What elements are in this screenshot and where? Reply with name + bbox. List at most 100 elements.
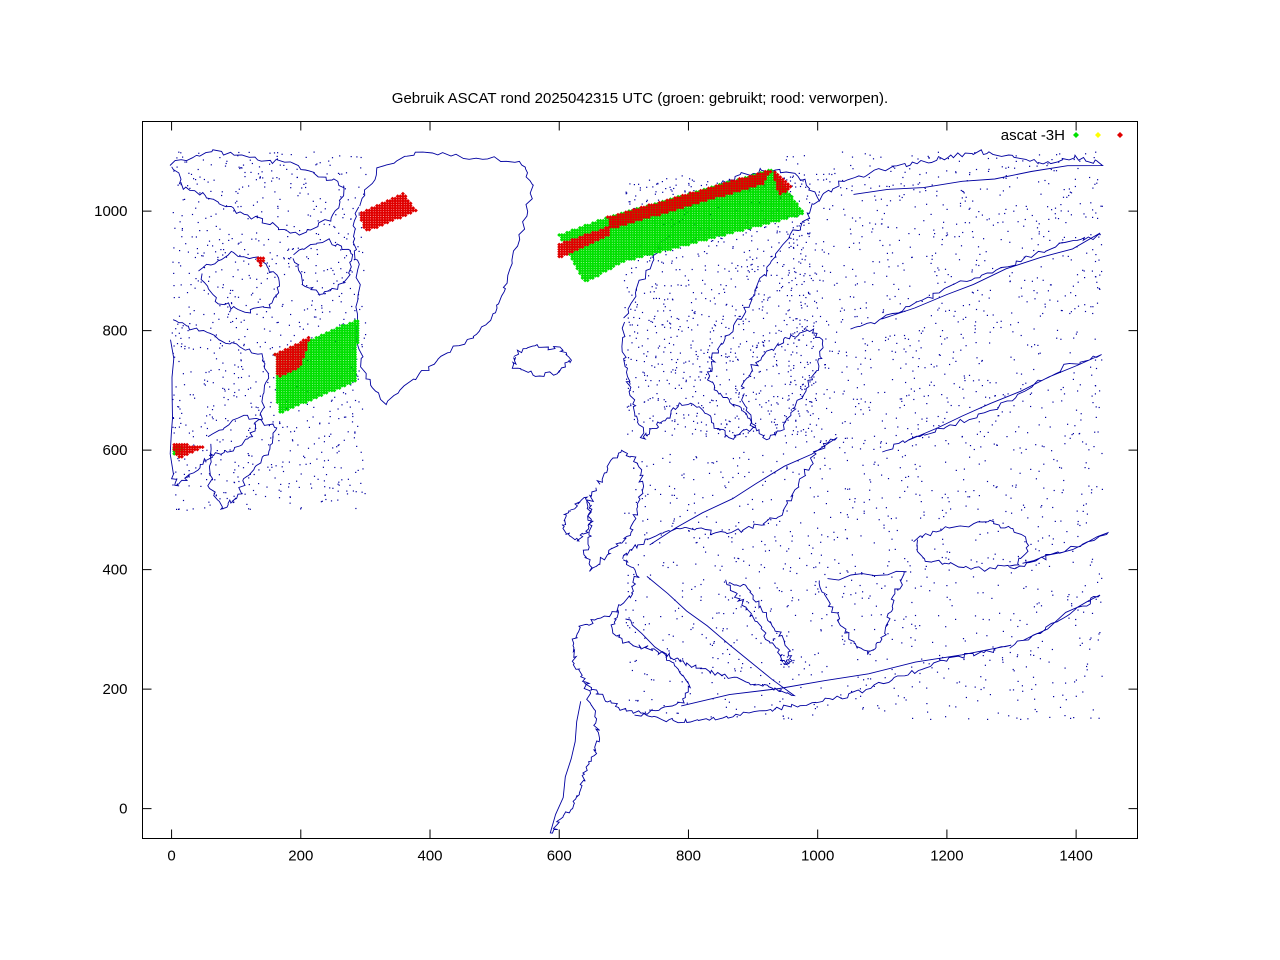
obs-point-used	[350, 362, 355, 367]
water-dot	[793, 267, 795, 269]
obs-point-used	[332, 388, 337, 393]
obs-point-used	[301, 369, 306, 374]
obs-point-used	[311, 354, 316, 359]
water-dot	[239, 167, 241, 170]
water-dot	[1063, 393, 1066, 395]
water-dot	[730, 348, 732, 350]
water-dot	[691, 179, 693, 181]
water-dot	[897, 449, 899, 451]
water-dot	[1075, 409, 1078, 411]
obs-point-used	[324, 354, 329, 359]
water-dot	[710, 368, 712, 370]
water-dot	[795, 186, 797, 188]
water-dot	[178, 315, 181, 317]
water-dot	[963, 658, 965, 661]
water-dot	[953, 283, 955, 285]
obs-point-used	[301, 359, 306, 364]
obs-point-used	[293, 402, 298, 407]
water-dot	[217, 258, 219, 261]
obs-point-used	[572, 256, 577, 261]
water-dot	[917, 183, 919, 185]
water-dot	[230, 321, 232, 323]
water-dot	[950, 508, 952, 510]
water-dot	[296, 386, 298, 388]
water-dot	[853, 242, 855, 244]
obs-point-used	[298, 386, 303, 390]
water-dot	[248, 484, 250, 486]
obs-point-used	[347, 326, 352, 331]
obs-point-used	[634, 242, 639, 247]
water-dot	[903, 269, 905, 271]
obs-point-used	[278, 405, 283, 410]
water-dot	[717, 241, 719, 243]
obs-point-used	[301, 386, 306, 390]
water-dot	[357, 425, 359, 427]
water-dot	[929, 590, 931, 592]
water-dot	[1004, 212, 1006, 215]
obs-point-used	[340, 333, 345, 338]
obs-point-used	[296, 383, 301, 388]
water-dot	[735, 309, 737, 311]
obs-point-used	[611, 245, 616, 249]
water-dot	[686, 320, 688, 322]
water-dot	[690, 347, 692, 349]
water-dot	[1048, 661, 1050, 663]
water-dot	[272, 436, 274, 438]
obs-point-used	[596, 221, 600, 226]
water-dot	[287, 210, 289, 212]
water-dot	[720, 471, 722, 473]
water-dot	[341, 292, 343, 295]
water-dot	[1041, 407, 1043, 409]
water-dot	[944, 268, 947, 270]
water-dot	[891, 252, 894, 254]
water-dot	[854, 501, 856, 503]
water-dot	[334, 466, 336, 469]
water-dot	[217, 286, 219, 288]
water-dot	[248, 508, 250, 510]
water-dot	[222, 254, 224, 256]
water-dot	[637, 260, 639, 262]
water-dot	[812, 325, 815, 327]
obs-point-used	[337, 362, 342, 367]
water-dot	[296, 427, 298, 429]
water-dot	[1027, 344, 1029, 346]
water-dot	[218, 239, 221, 241]
obs-point-used	[275, 400, 280, 405]
water-dot	[172, 417, 175, 419]
water-dot	[851, 579, 853, 581]
obs-point-used	[619, 245, 624, 249]
obs-point-used	[340, 378, 345, 383]
water-dot	[735, 388, 737, 390]
water-dot	[307, 359, 309, 362]
water-dot	[717, 271, 719, 273]
water-dot	[1008, 715, 1010, 717]
obs-point-used	[590, 252, 595, 257]
water-dot	[1075, 237, 1077, 239]
obs-point-used	[322, 366, 327, 371]
water-dot	[1076, 596, 1078, 598]
water-dot	[192, 394, 194, 396]
water-dot	[663, 351, 665, 353]
water-dot	[309, 462, 311, 465]
water-dot	[687, 279, 690, 281]
water-dot	[810, 553, 813, 555]
water-dot	[869, 358, 872, 360]
water-dot	[292, 440, 294, 442]
water-dot	[1013, 210, 1015, 212]
water-dot	[204, 422, 206, 424]
water-dot	[210, 190, 212, 192]
obs-point-used	[324, 347, 329, 352]
obs-point-used	[309, 386, 314, 390]
water-dot	[881, 497, 883, 499]
water-dot	[803, 275, 805, 277]
obs-point-used	[601, 259, 606, 264]
obs-point-used	[345, 331, 350, 335]
water-dot	[240, 376, 243, 379]
obs-point-used	[565, 237, 569, 242]
obs-point-used	[603, 235, 608, 240]
water-dot	[913, 390, 915, 392]
water-dot	[870, 678, 872, 680]
water-dot	[691, 329, 693, 331]
water-dot	[783, 177, 785, 179]
water-dot	[682, 641, 684, 643]
